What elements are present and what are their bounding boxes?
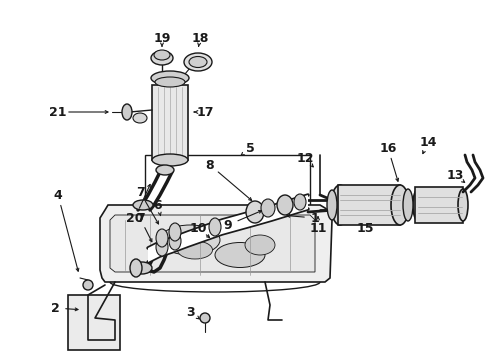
Ellipse shape <box>133 113 147 123</box>
Text: 5: 5 <box>245 141 254 154</box>
Ellipse shape <box>155 77 185 87</box>
Ellipse shape <box>294 194 306 210</box>
Text: 10: 10 <box>189 221 207 234</box>
Text: 3: 3 <box>186 306 195 319</box>
Bar <box>338 185 400 225</box>
Ellipse shape <box>156 238 168 256</box>
Ellipse shape <box>391 185 409 225</box>
Text: 4: 4 <box>53 189 62 202</box>
Text: 15: 15 <box>356 221 374 234</box>
Ellipse shape <box>160 225 220 255</box>
Text: 1: 1 <box>311 212 319 225</box>
Circle shape <box>200 313 210 323</box>
Ellipse shape <box>209 218 221 236</box>
Text: 16: 16 <box>379 141 397 154</box>
Text: 20: 20 <box>126 212 144 225</box>
Text: 19: 19 <box>153 32 171 45</box>
Polygon shape <box>100 205 332 282</box>
Ellipse shape <box>151 71 189 85</box>
Ellipse shape <box>331 185 349 225</box>
Circle shape <box>83 280 93 290</box>
Ellipse shape <box>277 195 293 215</box>
Ellipse shape <box>246 201 264 223</box>
Ellipse shape <box>169 223 181 241</box>
Text: 12: 12 <box>296 152 314 165</box>
Bar <box>152 85 188 160</box>
Ellipse shape <box>130 259 142 277</box>
Polygon shape <box>148 195 308 262</box>
Ellipse shape <box>156 229 168 247</box>
Ellipse shape <box>122 104 132 120</box>
Ellipse shape <box>184 53 212 71</box>
Ellipse shape <box>133 200 153 210</box>
Ellipse shape <box>189 57 207 68</box>
Ellipse shape <box>177 241 213 259</box>
Text: 14: 14 <box>419 135 437 149</box>
Ellipse shape <box>152 154 188 166</box>
Ellipse shape <box>261 199 275 217</box>
Ellipse shape <box>151 51 173 65</box>
Text: 17: 17 <box>196 105 214 118</box>
Text: 2: 2 <box>50 302 59 315</box>
Bar <box>415 187 463 223</box>
Ellipse shape <box>169 232 181 250</box>
Ellipse shape <box>458 189 468 221</box>
Bar <box>68 295 120 350</box>
Ellipse shape <box>154 50 170 60</box>
Text: 8: 8 <box>206 158 214 171</box>
Ellipse shape <box>403 189 413 221</box>
Text: 9: 9 <box>224 219 232 231</box>
Text: 7: 7 <box>136 185 145 198</box>
Bar <box>145 155 310 265</box>
Text: 21: 21 <box>49 105 67 118</box>
Text: 7: 7 <box>136 212 145 225</box>
Ellipse shape <box>327 190 337 220</box>
Polygon shape <box>110 215 315 272</box>
Text: 18: 18 <box>191 32 209 45</box>
Text: 11: 11 <box>309 221 327 234</box>
Ellipse shape <box>156 165 174 175</box>
Ellipse shape <box>132 262 152 274</box>
Text: 6: 6 <box>154 198 162 212</box>
Ellipse shape <box>215 243 265 267</box>
Ellipse shape <box>245 235 275 255</box>
Ellipse shape <box>413 189 423 221</box>
Text: 13: 13 <box>446 168 464 181</box>
